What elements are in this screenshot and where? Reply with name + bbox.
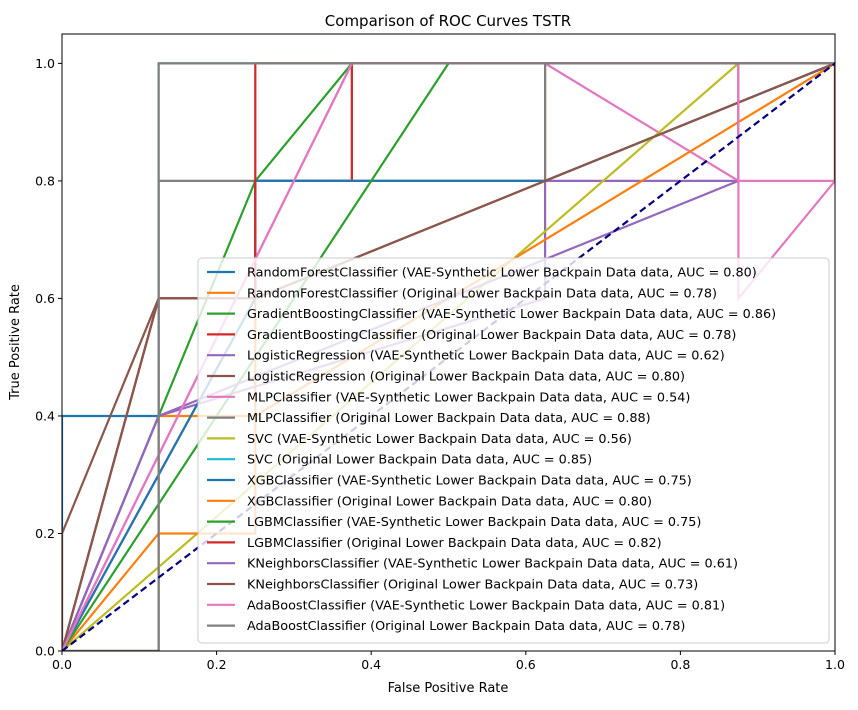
legend-entry: LGBMClassifier (VAE-Synthetic Lower Back…: [247, 515, 701, 530]
legend-entry: XGBClassifier (Original Lower Backpain D…: [247, 494, 652, 509]
series-line-18: [62, 62, 835, 651]
y-axis-label: True Positive Rate: [8, 284, 23, 401]
legend: RandomForestClassifier (VAE-Synthetic Lo…: [197, 257, 830, 644]
plot-frame: [61, 33, 836, 652]
legend-entry: MLPClassifier (Original Lower Backpain D…: [247, 411, 651, 426]
x-tick-label: 0.4: [361, 657, 381, 672]
y-tick-label: 0.6: [35, 291, 55, 306]
y-tick-label: 1.0: [35, 56, 55, 71]
y-axis: 0.0 0.2 0.4 0.6 0.8 1.0: [35, 56, 62, 659]
legend-entry: LogisticRegression (VAE-Synthetic Lower …: [247, 349, 725, 364]
legend-entry: XGBClassifier (VAE-Synthetic Lower Backp…: [247, 474, 692, 489]
x-tick-label: 0.8: [670, 657, 690, 672]
x-tick-label: 1.0: [825, 657, 845, 672]
x-tick-label: 0.0: [52, 657, 72, 672]
legend-entry: KNeighborsClassifier (VAE-Synthetic Lowe…: [247, 557, 738, 572]
y-tick-label: 0.4: [35, 408, 55, 423]
legend-entry: GradientBoostingClassifier (VAE-Syntheti…: [247, 307, 776, 322]
legend-entry: GradientBoostingClassifier (Original Low…: [247, 328, 736, 343]
y-tick-label: 0.8: [35, 173, 55, 188]
chart-title: Comparison of ROC Curves TSTR: [325, 12, 571, 30]
legend-entry: RandomForestClassifier (Original Lower B…: [247, 286, 717, 301]
legend-entry: AdaBoostClassifier (VAE-Synthetic Lower …: [247, 598, 725, 613]
legend-entry: MLPClassifier (VAE-Synthetic Lower Backp…: [247, 390, 690, 405]
legend-entry: SVC (VAE-Synthetic Lower Backpain Data d…: [247, 432, 632, 447]
x-axis-label: False Positive Rate: [388, 681, 509, 696]
x-tick-label: 0.6: [516, 657, 536, 672]
legend-entry: AdaBoostClassifier (Original Lower Backp…: [247, 619, 685, 634]
y-tick-label: 0.2: [35, 526, 55, 541]
y-tick-label: 0.0: [35, 644, 55, 659]
legend-entry: SVC (Original Lower Backpain Data data, …: [247, 453, 592, 468]
legend-box: [197, 257, 830, 644]
legend-entry: RandomForestClassifier (VAE-Synthetic Lo…: [247, 266, 757, 281]
legend-entry: LogisticRegression (Original Lower Backp…: [247, 370, 685, 385]
x-axis: 0.0 0.2 0.4 0.6 0.8 1.0: [52, 651, 845, 672]
x-tick-label: 0.2: [207, 657, 227, 672]
legend-entry: KNeighborsClassifier (Original Lower Bac…: [247, 578, 698, 593]
legend-entry: LGBMClassifier (Original Lower Backpain …: [247, 536, 662, 551]
